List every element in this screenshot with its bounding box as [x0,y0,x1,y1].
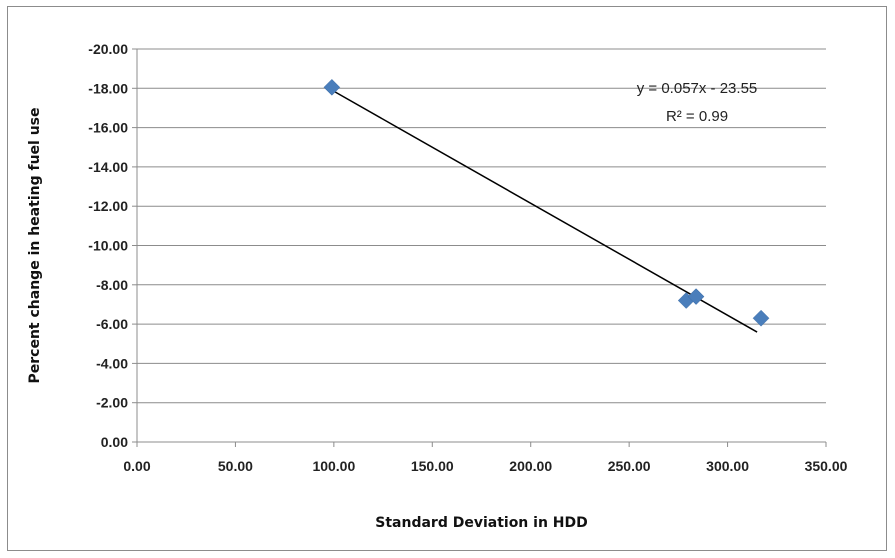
x-tick-label: 300.00 [706,458,749,474]
y-tick-label: -12.00 [88,198,128,214]
x-tick-label: 350.00 [805,458,848,474]
trendline-layer [331,89,758,333]
y-tick-labels: 0.00 -2.00 -4.00 -6.00 -8.00 -10.00 -12.00 -14.… [88,41,128,450]
x-tick-label: 250.00 [608,458,651,474]
x-tick-label: 100.00 [312,458,355,474]
x-tick-label: 150.00 [411,458,454,474]
data-points [323,78,770,327]
x-tick-labels: 0.00 50.00 100.00 150.00 200.00 250.00 300.00 3… [123,458,847,474]
trendline-r-squared: R² = 0.99 [666,108,728,125]
data-point-marker [323,78,341,96]
trendline [331,89,758,333]
data-point-marker [752,309,770,327]
x-tick-label: 200.00 [509,458,552,474]
chart-frame [7,6,887,551]
y-tick-label: -16.00 [88,120,128,136]
y-tick-label: -2.00 [96,395,128,411]
y-tick-label: -14.00 [88,159,128,175]
y-tick-label: -20.00 [88,41,128,57]
y-axis-title: Percent change in heating fuel use [27,108,43,384]
gridlines [137,48,826,404]
data-point-marker [687,288,705,305]
y-tick-label: -6.00 [96,316,128,332]
trendline-equation: y = 0.057x - 23.55 [637,80,758,97]
x-tick-label: 50.00 [218,458,253,474]
x-tick-label: 0.00 [123,458,150,474]
y-tick-label: -18.00 [88,80,128,96]
y-tick-label: -4.00 [96,355,128,371]
axes [132,48,827,447]
y-tick-label: -10.00 [88,238,128,254]
y-tick-label: 0.00 [101,434,128,450]
y-tick-label: -8.00 [96,277,128,293]
x-axis-title: Standard Deviation in HDD [375,515,588,531]
